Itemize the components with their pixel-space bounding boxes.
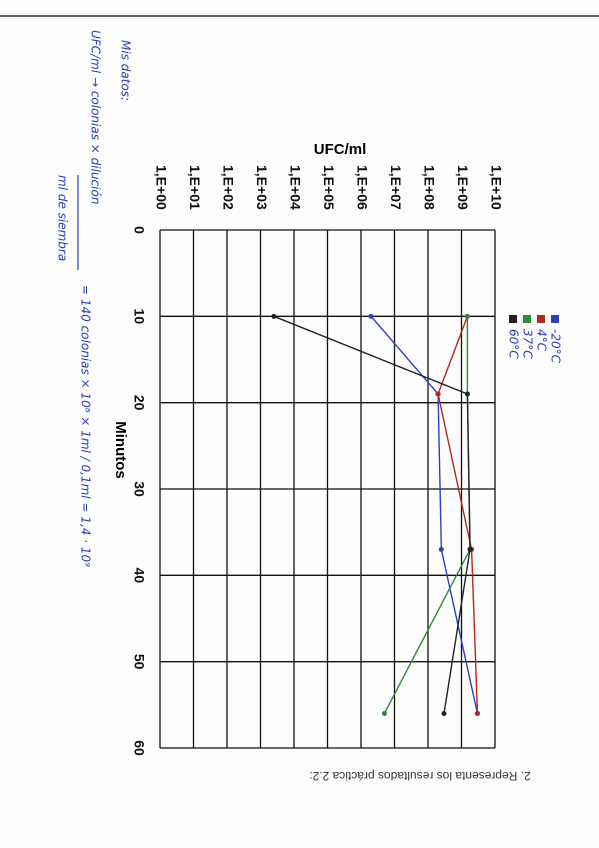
legend-label: -20°C — [549, 329, 563, 364]
x-tick-label: 0 — [131, 226, 147, 234]
note: Mis datos: — [119, 40, 133, 101]
y-tick-label: 1,E+09 — [455, 165, 471, 210]
data-point — [464, 313, 470, 319]
data-point — [464, 391, 470, 397]
note: UFC/ml → colonias × dilución — [89, 30, 103, 204]
legend-swatch — [551, 315, 559, 323]
y-tick-label: 1,E+04 — [287, 165, 303, 210]
data-point — [441, 710, 447, 716]
series-line — [370, 315, 479, 714]
series-line — [273, 315, 471, 714]
data-point — [467, 546, 473, 552]
y-tick-label: 1,E+00 — [153, 165, 169, 210]
x-tick-label: 60 — [131, 740, 147, 756]
x-tick-label: 30 — [131, 481, 147, 497]
data-point — [271, 313, 277, 319]
legend-label: 4°C — [535, 329, 549, 352]
legend-label: 37°C — [521, 329, 535, 359]
note: ml de siembra — [56, 175, 70, 261]
y-tick-label: 1,E+02 — [220, 165, 236, 210]
y-tick-label: 1,E+06 — [354, 165, 370, 210]
data-point — [435, 391, 441, 397]
legend-label: 60°C — [507, 329, 521, 359]
instruction: 2. Representa los resultados práctica 2.… — [309, 769, 530, 783]
legend-swatch — [509, 315, 517, 323]
y-tick-label: 1,E+03 — [254, 165, 270, 210]
y-tick-label: 1,E+01 — [187, 165, 203, 210]
legend-swatch — [523, 315, 531, 323]
y-tick-label: 1,E+05 — [321, 165, 337, 210]
y-tick-label: 1,E+08 — [421, 165, 437, 210]
chart-title: UFC/ml — [314, 141, 367, 158]
data-point — [474, 710, 480, 716]
y-tick-label: 1,E+10 — [488, 165, 504, 210]
data-point — [368, 313, 374, 319]
data-point — [438, 546, 444, 552]
x-tick-label: 10 — [131, 309, 147, 325]
note: = 140 colonias × 10⁸ × 1ml / 0,1ml = 1,4… — [79, 285, 93, 567]
series-line — [437, 316, 479, 714]
x-axis-label: Minutos — [112, 421, 129, 479]
x-tick-label: 20 — [131, 395, 147, 411]
y-tick-label: 1,E+07 — [388, 165, 404, 210]
data-point — [381, 710, 387, 716]
x-tick-label: 40 — [131, 568, 147, 584]
legend-swatch — [537, 315, 545, 323]
x-tick-label: 50 — [131, 654, 147, 670]
